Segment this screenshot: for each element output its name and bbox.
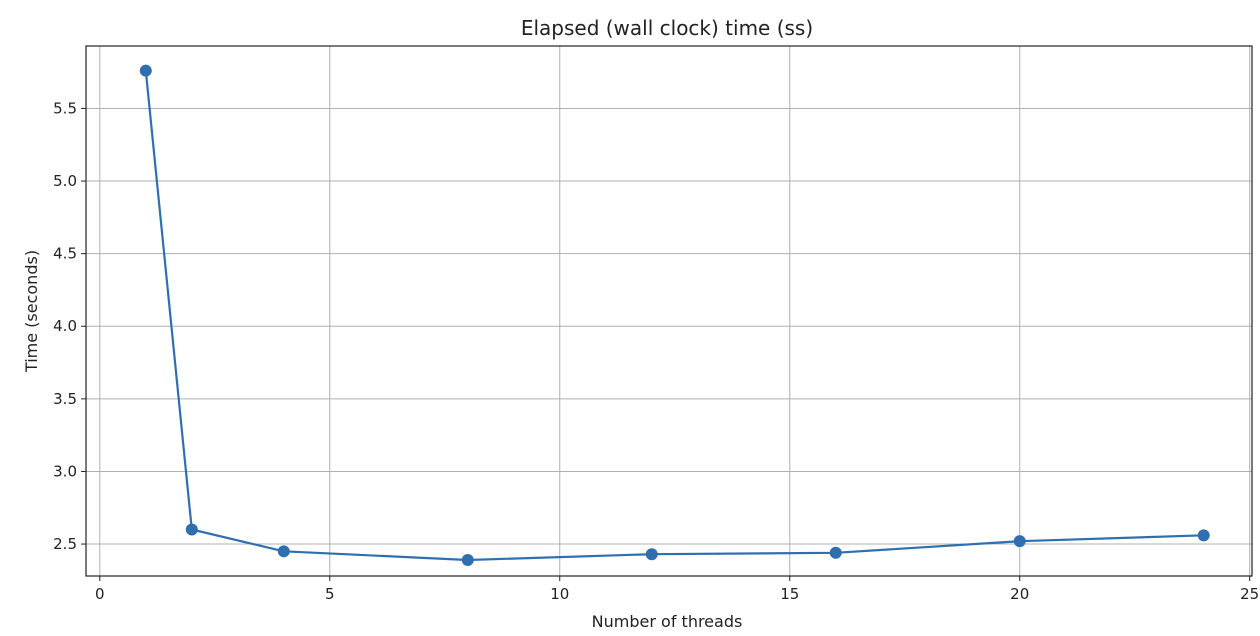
plot-area-frame [85,45,1253,577]
data-point [139,64,152,77]
data-point [1013,535,1026,548]
y-axis-label: Time (seconds) [22,250,41,373]
y-tick-label: 5.5 [53,99,77,117]
series-line [144,70,1204,562]
y-tick-label: 2.5 [53,535,77,553]
x-axis-ticks: 0 5 10 15 20 25 [95,576,1259,603]
x-tick-label: 10 [550,585,569,603]
x-tick-label: 5 [325,585,335,603]
chart-title: Elapsed (wall clock) time (ss) [521,16,813,40]
y-tick-label: 4.0 [53,317,77,335]
y-axis-ticks: 2.5 3.0 3.5 4.0 4.5 5.0 5.5 [53,99,86,553]
data-point [277,545,290,558]
y-tick-label: 3.5 [53,390,77,408]
x-axis-label: Number of threads [592,612,743,631]
x-tick-label: 20 [1010,585,1029,603]
y-tick-label: 3.0 [53,462,77,480]
data-point [1197,529,1210,542]
data-point [645,548,658,561]
x-tick-label: 25 [1240,585,1259,603]
y-tick-label: 5.0 [53,172,77,190]
x-tick-label: 0 [95,585,105,603]
data-point [185,523,198,536]
data-point [461,554,474,567]
y-tick-label: 4.5 [53,245,77,263]
grid-lines [86,46,1252,576]
x-tick-label: 15 [780,585,799,603]
data-point [829,546,842,559]
series-group [139,64,1210,567]
